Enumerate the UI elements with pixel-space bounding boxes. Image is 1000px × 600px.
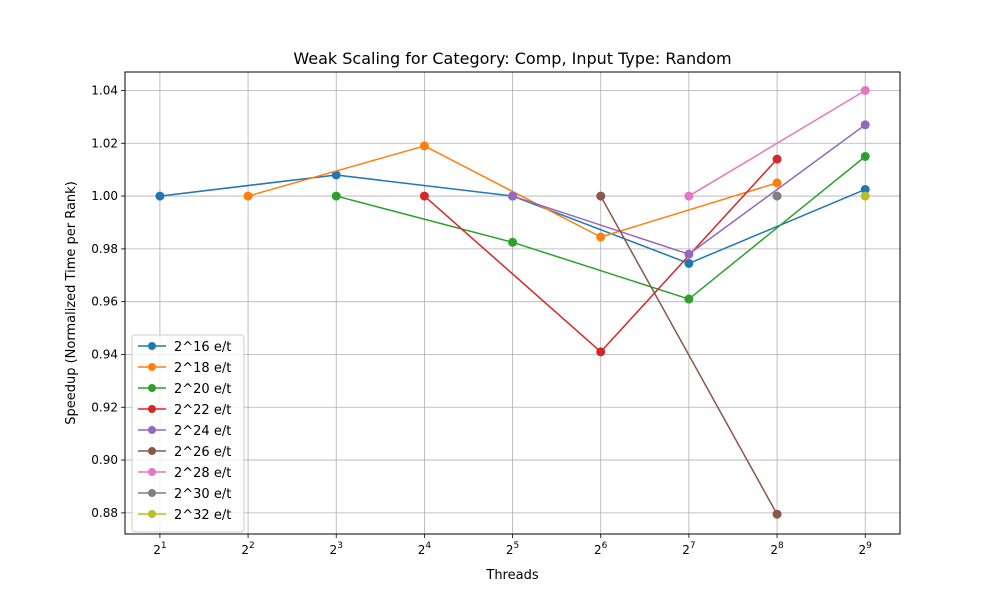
legend-item: 2^32 e/t: [138, 508, 231, 523]
data-point: [772, 178, 782, 188]
data-point: [331, 191, 341, 201]
legend-box: [131, 334, 245, 533]
data-point: [155, 191, 165, 201]
legend-item: 2^26 e/t: [138, 445, 231, 460]
legend-item: 2^24 e/t: [138, 424, 231, 439]
series-2-30-e-t: [772, 191, 782, 201]
x-axis-label: Threads: [485, 568, 538, 583]
x-tick-label: 28: [770, 541, 784, 557]
legend-label: 2^22 e/t: [174, 403, 231, 418]
x-axis-ticks: 21 22 23 24 25 26 27 28 29: [153, 534, 872, 557]
series-2-26-e-t: [596, 191, 782, 519]
series-line: [600, 195, 778, 515]
data-point: [419, 141, 429, 151]
data-point: [419, 191, 429, 201]
legend-item: 2^28 e/t: [138, 466, 231, 481]
legend-marker: [148, 405, 156, 413]
legend-item: 2^22 e/t: [138, 403, 231, 418]
x-tick-label: 25: [506, 541, 519, 557]
series-line: [688, 89, 866, 197]
legend-marker: [148, 342, 156, 350]
grid-lines: [125, 72, 900, 534]
data-point: [772, 509, 782, 519]
legend-item: 2^18 e/t: [138, 361, 231, 376]
legend-label: 2^28 e/t: [174, 466, 231, 481]
y-tick-label: 0.88: [91, 506, 118, 520]
legend: 2^16 e/t 2^18 e/t 2^20 e/t 2^22 e/t 2^24 e/t…: [131, 334, 245, 533]
data-point: [508, 237, 518, 247]
data-point: [860, 191, 870, 201]
data-point: [596, 232, 606, 242]
y-tick-label: 0.90: [91, 453, 118, 467]
legend-marker: [148, 468, 156, 476]
series-line: [336, 155, 866, 300]
data-point: [596, 191, 606, 201]
data-point: [684, 249, 694, 259]
y-tick-label: 0.96: [91, 295, 118, 309]
legend-label: 2^30 e/t: [174, 487, 231, 502]
data-point: [772, 154, 782, 164]
y-tick-label: 1.02: [91, 136, 118, 150]
legend-marker: [148, 510, 156, 518]
legend-marker: [148, 384, 156, 392]
x-tick-label: 22: [241, 541, 254, 557]
data-point: [772, 191, 782, 201]
y-axis-ticks: 0.88 0.90 0.92 0.94 0.96 0.98 1.00 1.02 1.04: [91, 83, 125, 520]
legend-marker: [148, 447, 156, 455]
y-tick-label: 0.94: [91, 347, 118, 361]
data-point: [860, 151, 870, 161]
x-tick-label: 23: [330, 541, 343, 557]
legend-label: 2^24 e/t: [174, 424, 231, 439]
series-layer: [155, 85, 870, 519]
legend-marker: [148, 363, 156, 371]
legend-marker: [148, 489, 156, 497]
series-line: [247, 145, 778, 238]
x-tick-label: 24: [418, 541, 432, 557]
y-tick-label: 0.98: [91, 242, 118, 256]
data-point: [596, 347, 606, 357]
series-2-28-e-t: [684, 85, 870, 201]
y-tick-label: 0.92: [91, 400, 118, 414]
series-2-22-e-t: [419, 154, 782, 357]
legend-label: 2^26 e/t: [174, 445, 231, 460]
chart-title: Weak Scaling for Category: Comp, Input T…: [293, 49, 731, 68]
legend-label: 2^32 e/t: [174, 508, 231, 523]
legend-item: 2^16 e/t: [138, 340, 231, 355]
legend-marker: [148, 426, 156, 434]
data-point: [243, 191, 253, 201]
data-point: [684, 294, 694, 304]
data-point: [684, 191, 694, 201]
data-point: [508, 191, 518, 201]
x-tick-label: 29: [859, 541, 873, 557]
x-tick-label: 21: [153, 541, 166, 557]
series-2-18-e-t: [243, 141, 782, 242]
legend-item: 2^30 e/t: [138, 487, 231, 502]
series-2-32-e-t: [860, 191, 870, 201]
series-2-20-e-t: [331, 151, 870, 304]
y-tick-label: 1.04: [91, 83, 118, 97]
data-point: [860, 85, 870, 95]
legend-label: 2^20 e/t: [174, 382, 231, 397]
y-axis-label: Speedup (Normalized Time per Rank): [64, 181, 79, 425]
legend-label: 2^18 e/t: [174, 361, 231, 376]
legend-label: 2^16 e/t: [174, 340, 231, 355]
data-point: [684, 258, 694, 268]
data-point: [860, 120, 870, 130]
y-tick-label: 1.00: [91, 189, 118, 203]
x-tick-label: 27: [682, 541, 695, 557]
legend-item: 2^20 e/t: [138, 382, 231, 397]
x-tick-label: 26: [594, 541, 608, 557]
series-2-24-e-t: [508, 120, 870, 259]
